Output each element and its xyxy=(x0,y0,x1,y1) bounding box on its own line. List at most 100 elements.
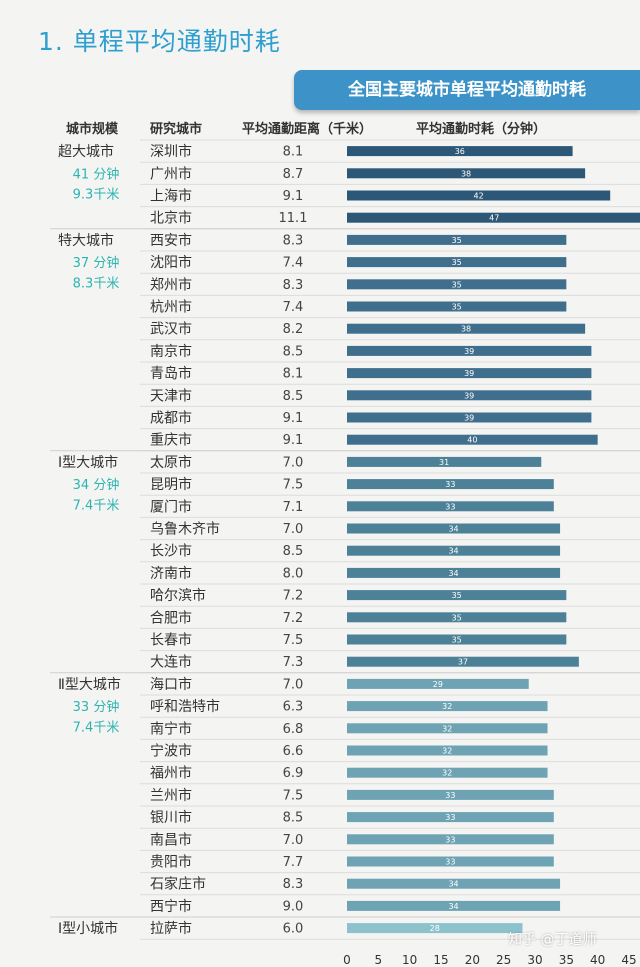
distance-label: 6.9 xyxy=(283,766,304,781)
city-label: 天津市 xyxy=(150,387,192,404)
city-label: 广州市 xyxy=(150,165,192,182)
chart-title: 全国主要城市单程平均通勤时耗 xyxy=(348,80,586,100)
city-label: 长春市 xyxy=(150,632,192,649)
bar xyxy=(347,634,567,645)
bar xyxy=(347,368,592,379)
city-label: 南宁市 xyxy=(150,720,192,737)
city-label: 南昌市 xyxy=(150,831,192,848)
bar xyxy=(347,723,548,734)
city-label: 郑州市 xyxy=(150,276,192,293)
group-avg-distance: 7.4千米 xyxy=(73,498,120,513)
data-label: 37 xyxy=(458,658,468,667)
distance-label: 6.6 xyxy=(283,744,304,759)
city-label: 西宁市 xyxy=(150,898,192,915)
x-tick-label: 10 xyxy=(402,953,417,967)
bar xyxy=(347,345,592,356)
distance-label: 7.5 xyxy=(283,478,304,493)
city-label: 昆明市 xyxy=(150,476,192,493)
data-label: 38 xyxy=(461,325,471,334)
data-label: 35 xyxy=(452,236,462,245)
header-city-scale: 城市规模 xyxy=(66,122,119,137)
data-label: 34 xyxy=(448,902,458,911)
city-label: 福州市 xyxy=(150,765,192,782)
bar xyxy=(347,701,548,712)
bar xyxy=(347,434,598,445)
data-label: 33 xyxy=(445,813,455,822)
header-avg-distance: 平均通勤距离（千米） xyxy=(242,122,373,137)
x-tick-label: 20 xyxy=(465,953,480,967)
bar xyxy=(347,656,579,667)
distance-label: 6.3 xyxy=(283,700,304,715)
data-label: 42 xyxy=(474,192,484,201)
group-name: 超大城市 xyxy=(58,143,114,160)
city-label: 青岛市 xyxy=(150,365,192,382)
city-label: 沈阳市 xyxy=(150,254,192,271)
group-name: Ⅰ型小城市 xyxy=(58,920,118,937)
section-title: 1. 单程平均通勤时耗 xyxy=(38,27,281,56)
x-tick-label: 35 xyxy=(559,953,574,967)
distance-label: 8.5 xyxy=(283,344,304,359)
bar xyxy=(347,212,640,223)
city-label: 海口市 xyxy=(150,676,192,693)
distance-label: 8.5 xyxy=(283,389,304,404)
city-label: 银川市 xyxy=(150,809,192,826)
city-label: 武汉市 xyxy=(150,321,192,338)
data-label: 28 xyxy=(430,924,440,933)
distance-label: 7.0 xyxy=(283,833,304,848)
data-label: 35 xyxy=(452,613,462,622)
city-label: 厦门市 xyxy=(150,498,192,515)
city-label: 上海市 xyxy=(150,188,192,205)
distance-label: 8.1 xyxy=(283,367,304,382)
bar xyxy=(347,567,561,578)
data-label: 35 xyxy=(452,636,462,645)
city-label: 太原市 xyxy=(150,454,192,471)
distance-label: 7.4 xyxy=(283,300,304,315)
bar xyxy=(347,168,586,179)
data-label: 39 xyxy=(464,391,474,400)
distance-label: 9.1 xyxy=(283,189,304,204)
data-label: 40 xyxy=(467,436,477,445)
city-label: 宁波市 xyxy=(150,743,192,760)
bar xyxy=(347,812,554,823)
data-label: 35 xyxy=(452,258,462,267)
x-tick-label: 45 xyxy=(621,953,636,967)
distance-label: 7.4 xyxy=(283,256,304,271)
bar xyxy=(347,878,561,889)
data-label: 34 xyxy=(448,880,458,889)
watermark: 知乎 @丁道师 xyxy=(508,932,597,948)
city-label: 乌鲁木齐市 xyxy=(150,521,220,538)
data-label: 47 xyxy=(489,214,499,223)
group-avg-distance: 9.3千米 xyxy=(73,188,120,203)
city-label: 北京市 xyxy=(150,210,192,227)
distance-label: 8.3 xyxy=(283,233,304,248)
city-label: 大连市 xyxy=(150,654,192,671)
group-avg-time: 37 分钟 xyxy=(73,255,120,271)
header-research-city: 研究城市 xyxy=(150,122,203,137)
city-label: 呼和浩特市 xyxy=(150,698,220,715)
bar xyxy=(347,789,554,800)
group-avg-distance: 8.3千米 xyxy=(73,276,120,291)
x-tick-label: 25 xyxy=(496,953,511,967)
distance-label: 8.2 xyxy=(283,322,304,337)
city-label: 重庆市 xyxy=(150,432,192,449)
distance-label: 8.7 xyxy=(283,167,304,182)
data-label: 36 xyxy=(455,147,465,156)
data-label: 33 xyxy=(445,791,455,800)
data-label: 35 xyxy=(452,280,462,289)
distance-label: 7.1 xyxy=(283,500,304,515)
distance-label: 7.0 xyxy=(283,455,304,470)
distance-label: 8.3 xyxy=(283,278,304,293)
bar xyxy=(347,767,548,778)
distance-label: 9.0 xyxy=(283,899,304,914)
data-label: 33 xyxy=(445,502,455,511)
data-label: 32 xyxy=(442,747,452,756)
bar xyxy=(347,590,567,601)
data-label: 33 xyxy=(445,480,455,489)
data-label: 39 xyxy=(464,369,474,378)
distance-label: 8.5 xyxy=(283,811,304,826)
x-tick-label: 30 xyxy=(527,953,542,967)
city-label: 哈尔滨市 xyxy=(150,587,206,604)
distance-label: 8.0 xyxy=(283,566,304,581)
group-name: Ⅰ型大城市 xyxy=(58,454,118,471)
